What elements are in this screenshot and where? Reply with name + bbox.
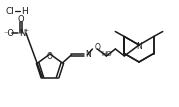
Text: N: N xyxy=(85,51,91,59)
Text: H: H xyxy=(21,7,28,16)
Text: O: O xyxy=(18,15,24,24)
Text: Cl: Cl xyxy=(5,7,14,16)
Text: O: O xyxy=(47,52,53,61)
Text: +: + xyxy=(23,27,29,33)
Text: ⁻O: ⁻O xyxy=(3,28,14,37)
Text: HO: HO xyxy=(102,51,112,57)
Text: N: N xyxy=(19,28,25,37)
Text: O: O xyxy=(94,43,100,52)
Text: N: N xyxy=(136,42,142,51)
